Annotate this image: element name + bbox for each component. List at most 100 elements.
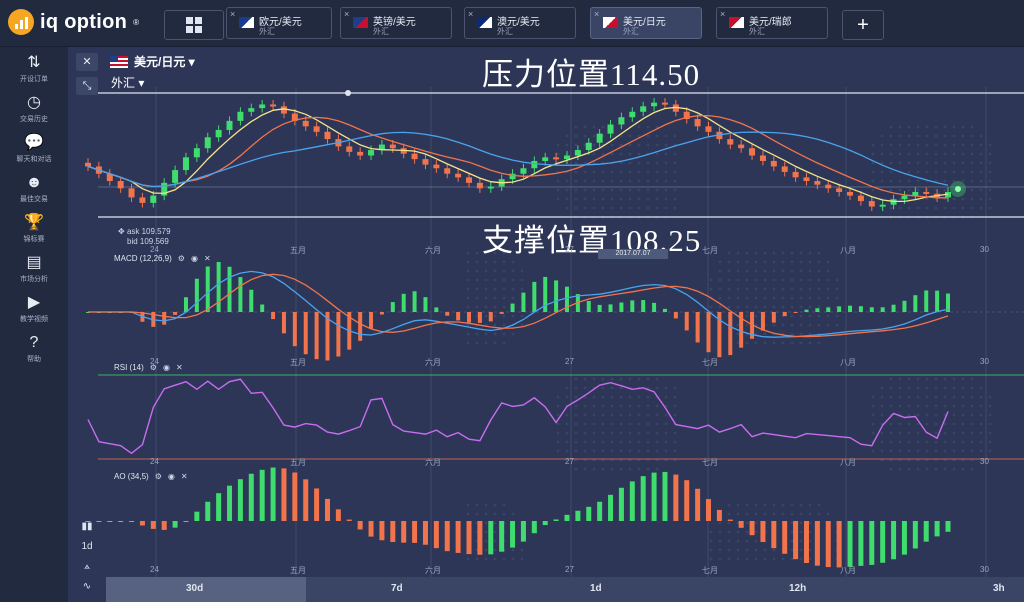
timeframe-3h[interactable]: 3h xyxy=(993,583,1005,594)
sidebar-item-2[interactable]: ◷ 交易历史 xyxy=(0,93,68,133)
timeframe-1d[interactable]: 1d xyxy=(590,583,602,594)
timeframe-bar[interactable]: 30d 7d 1d 12h 3h xyxy=(106,577,1024,602)
map-dot xyxy=(619,143,623,147)
rsi-settings-icon[interactable]: ⚙ xyxy=(149,363,157,372)
map-dot xyxy=(970,206,974,210)
rsi-visibility-icon[interactable]: ◉ xyxy=(162,363,170,372)
pair-selector[interactable]: 美元/日元 ▾ xyxy=(110,53,195,70)
ao-close-icon[interactable]: ✕ xyxy=(180,472,188,481)
map-dot xyxy=(772,341,776,345)
chart-tool-3[interactable]: ⟑ xyxy=(83,561,91,572)
chart-tool-2[interactable]: 1d xyxy=(81,541,93,552)
map-dot xyxy=(754,296,758,300)
grid-layout-button[interactable] xyxy=(164,10,224,40)
map-dot xyxy=(898,197,902,201)
sidebar-item-3[interactable]: 💬 聊天和对话 xyxy=(0,133,68,173)
candle xyxy=(215,129,222,138)
map-dot xyxy=(970,449,974,453)
map-dot xyxy=(592,404,596,408)
candle xyxy=(204,137,211,149)
rsi-close-icon[interactable]: ✕ xyxy=(175,363,183,372)
sidebar-item-7[interactable]: ▶ 教学视频 xyxy=(0,293,68,333)
timeframe-7d[interactable]: 7d xyxy=(391,583,403,594)
ao-settings-icon[interactable]: ⚙ xyxy=(154,472,162,481)
map-dot xyxy=(646,161,650,165)
expand-chart-button[interactable]: ⤡ xyxy=(76,77,98,95)
macd-bar xyxy=(739,312,744,348)
timeframe-30d[interactable]: 30d xyxy=(186,583,204,594)
candle xyxy=(237,111,244,121)
map-dot xyxy=(664,179,668,183)
chart-tool-1[interactable]: ▮▮ xyxy=(81,521,93,532)
chart-canvas[interactable] xyxy=(68,47,1024,602)
macd-bar xyxy=(445,312,450,316)
map-dot xyxy=(916,404,920,408)
map-dot xyxy=(745,512,749,516)
sidebar-item-5[interactable]: 🏆 锦标赛 xyxy=(0,213,68,253)
ao-bar xyxy=(814,521,820,566)
map-dot xyxy=(601,431,605,435)
map-dot xyxy=(961,377,965,381)
map-dot xyxy=(493,278,497,282)
macd-bar xyxy=(913,295,918,312)
map-dot xyxy=(754,512,758,516)
map-dot xyxy=(646,179,650,183)
map-dot xyxy=(718,539,722,543)
macd-settings-icon[interactable]: ⚙ xyxy=(177,254,185,263)
map-dot xyxy=(475,341,479,345)
map-dot xyxy=(808,512,812,516)
asset-tab-1[interactable]: × 欧元/美元 外汇 xyxy=(226,7,332,39)
map-dot xyxy=(943,125,947,129)
map-dot xyxy=(808,278,812,282)
candle xyxy=(857,195,864,202)
map-dot xyxy=(610,422,614,426)
sidebar-item-1[interactable]: ⇅ 开设订单 xyxy=(0,53,68,93)
map-dot xyxy=(493,539,497,543)
chart-tool-4[interactable]: ∿ xyxy=(82,581,92,592)
timeframe-12h[interactable]: 12h xyxy=(789,583,807,594)
map-dot xyxy=(727,287,731,291)
sidebar-item-4[interactable]: ☻ 最佳交易 xyxy=(0,173,68,213)
candle xyxy=(694,119,701,127)
map-dot xyxy=(592,134,596,138)
asset-tab-4[interactable]: × 美元/日元 外汇 xyxy=(590,7,702,39)
map-dot xyxy=(502,332,506,336)
map-dot xyxy=(952,386,956,390)
map-dot xyxy=(907,206,911,210)
tab-close-icon[interactable]: × xyxy=(720,9,726,19)
sidebar-item-6[interactable]: ▤ 市场分析 xyxy=(0,253,68,293)
map-dot xyxy=(826,512,830,516)
map-dot xyxy=(952,125,956,129)
map-dot xyxy=(799,287,803,291)
map-dot xyxy=(961,431,965,435)
macd-close-icon[interactable]: ✕ xyxy=(203,254,211,263)
tab-close-icon[interactable]: × xyxy=(230,9,236,19)
asset-tab-5[interactable]: × 美元/瑞郎 外汇 xyxy=(716,7,828,39)
asset-tab-2[interactable]: × 英镑/美元 外汇 xyxy=(340,7,452,39)
map-dot xyxy=(781,503,785,507)
ao-visibility-icon[interactable]: ◉ xyxy=(167,472,175,481)
macd-visibility-icon[interactable]: ◉ xyxy=(190,254,198,263)
map-dot xyxy=(610,404,614,408)
map-dot xyxy=(754,269,758,273)
sidebar-item-8[interactable]: ? 帮助 xyxy=(0,333,68,373)
map-dot xyxy=(817,323,821,327)
chart-area[interactable]: ✕ ⤡ 美元/日元 ▾ 外汇 ▾ 压力位置114.50 支撑位置108.25 ✥… xyxy=(68,47,1024,602)
tab-close-icon[interactable]: × xyxy=(594,9,600,19)
map-dot xyxy=(565,422,569,426)
add-tab-button[interactable]: + xyxy=(842,10,884,40)
map-dot xyxy=(889,179,893,183)
map-dot xyxy=(988,413,992,417)
asset-tab-3[interactable]: × 澳元/美元 外汇 xyxy=(464,7,576,39)
map-dot xyxy=(628,206,632,210)
map-dot xyxy=(889,440,893,444)
close-chart-button[interactable]: ✕ xyxy=(76,53,98,71)
map-dot xyxy=(556,179,560,183)
map-dot xyxy=(610,188,614,192)
tab-close-icon[interactable]: × xyxy=(344,9,350,19)
map-dot xyxy=(907,422,911,426)
map-dot xyxy=(943,161,947,165)
iq-option-logo[interactable]: iq option ® xyxy=(8,9,139,35)
market-selector[interactable]: 外汇 ▾ xyxy=(111,76,145,90)
tab-close-icon[interactable]: × xyxy=(468,9,474,19)
